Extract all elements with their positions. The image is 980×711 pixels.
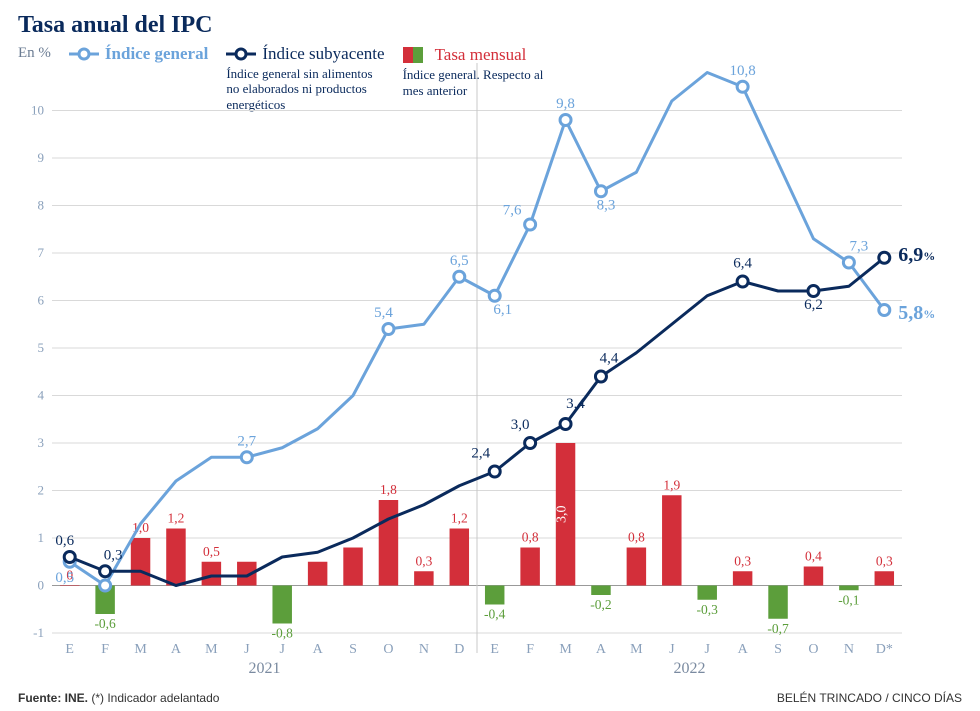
svg-text:1,2: 1,2	[168, 511, 185, 526]
svg-text:3,0: 3,0	[555, 506, 570, 524]
svg-text:6,1: 6,1	[493, 302, 512, 318]
svg-text:8: 8	[38, 198, 45, 213]
svg-text:-1: -1	[33, 625, 44, 640]
svg-text:D*: D*	[876, 642, 893, 657]
svg-text:7,6: 7,6	[503, 203, 522, 219]
svg-text:2: 2	[38, 483, 45, 498]
svg-text:-0,2: -0,2	[590, 597, 611, 612]
svg-text:0,5: 0,5	[203, 544, 220, 559]
svg-text:2,7: 2,7	[237, 433, 256, 449]
svg-text:3: 3	[38, 435, 45, 450]
svg-text:0,8: 0,8	[522, 530, 539, 545]
svg-text:1: 1	[38, 530, 45, 545]
svg-text:1,8: 1,8	[380, 482, 397, 497]
svg-text:4,4: 4,4	[600, 351, 619, 367]
chart-svg: -10123456789100-0,61,01,20,5-0,81,80,31,…	[18, 55, 962, 681]
svg-text:1,9: 1,9	[663, 477, 680, 492]
svg-text:0,8: 0,8	[628, 530, 645, 545]
svg-text:-0,1: -0,1	[838, 592, 859, 607]
footer-credit: BELÉN TRINCADO / CINCO DÍAS	[777, 691, 962, 705]
svg-text:M: M	[205, 642, 218, 657]
svg-text:A: A	[171, 642, 182, 657]
svg-text:O: O	[808, 642, 818, 657]
chart-title: Tasa anual del IPC	[18, 12, 962, 39]
svg-text:D: D	[454, 642, 464, 657]
svg-text:O: O	[383, 642, 393, 657]
svg-text:A: A	[738, 642, 749, 657]
svg-text:2022: 2022	[674, 660, 706, 677]
svg-text:0,3: 0,3	[876, 553, 893, 568]
svg-text:N: N	[419, 642, 429, 657]
svg-text:0,5: 0,5	[55, 570, 74, 586]
svg-text:A: A	[313, 642, 324, 657]
footer: Fuente: INE. (*) Indicador adelantado BE…	[18, 691, 962, 705]
svg-text:2021: 2021	[249, 660, 281, 677]
svg-text:-0,4: -0,4	[484, 607, 506, 622]
svg-text:10: 10	[31, 103, 44, 118]
svg-text:8,3: 8,3	[597, 197, 616, 213]
svg-text:5: 5	[38, 340, 45, 355]
svg-text:0,4: 0,4	[805, 549, 822, 564]
svg-text:-0,8: -0,8	[272, 626, 294, 641]
svg-text:A: A	[596, 642, 607, 657]
svg-text:J: J	[244, 642, 250, 657]
svg-text:2,4: 2,4	[471, 446, 490, 462]
svg-text:J: J	[669, 642, 675, 657]
svg-text:0,6: 0,6	[55, 533, 74, 549]
footer-source: Fuente: INE. (*) Indicador adelantado	[18, 691, 219, 705]
svg-text:4: 4	[38, 388, 45, 403]
svg-text:6: 6	[38, 293, 45, 308]
svg-text:J: J	[279, 642, 285, 657]
svg-text:0,3: 0,3	[415, 553, 432, 568]
svg-text:5,8%: 5,8%	[898, 302, 935, 324]
svg-text:6,2: 6,2	[804, 297, 823, 313]
svg-text:0,3: 0,3	[734, 553, 751, 568]
svg-text:9,8: 9,8	[556, 96, 575, 112]
svg-text:E: E	[65, 642, 74, 657]
svg-text:7: 7	[38, 245, 45, 260]
svg-text:0: 0	[38, 578, 45, 593]
svg-text:0,3: 0,3	[104, 547, 123, 563]
svg-text:S: S	[349, 642, 357, 657]
svg-text:7,3: 7,3	[850, 239, 869, 255]
svg-text:6,5: 6,5	[450, 253, 469, 269]
svg-text:S: S	[774, 642, 782, 657]
svg-text:F: F	[526, 642, 534, 657]
svg-text:3,4: 3,4	[566, 396, 585, 412]
svg-text:F: F	[101, 642, 109, 657]
svg-text:M: M	[630, 642, 643, 657]
svg-text:10,8: 10,8	[730, 63, 756, 79]
svg-text:5,4: 5,4	[374, 305, 393, 321]
svg-text:-0,3: -0,3	[697, 602, 719, 617]
svg-text:6,9%: 6,9%	[898, 244, 935, 266]
svg-text:M: M	[559, 642, 572, 657]
svg-text:-0,6: -0,6	[94, 616, 116, 631]
svg-text:J: J	[704, 642, 710, 657]
svg-text:-0,7: -0,7	[767, 621, 789, 636]
svg-text:3,0: 3,0	[511, 417, 530, 433]
svg-text:9: 9	[38, 150, 45, 165]
svg-text:N: N	[844, 642, 854, 657]
svg-text:E: E	[490, 642, 499, 657]
svg-text:M: M	[134, 642, 147, 657]
chart-area: -10123456789100-0,61,01,20,5-0,81,80,31,…	[18, 55, 962, 681]
svg-text:6,4: 6,4	[733, 256, 752, 272]
svg-text:1,2: 1,2	[451, 511, 468, 526]
